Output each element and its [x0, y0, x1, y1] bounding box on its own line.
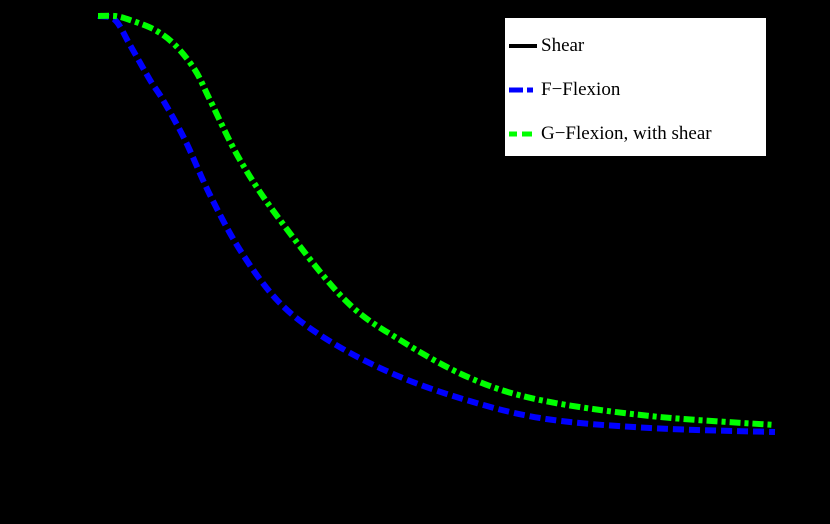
legend-item-f-flexion: F−Flexion: [509, 78, 620, 102]
legend-label: Shear: [541, 35, 585, 56]
dashed-line-icon: [509, 131, 537, 137]
legend: Shear F−Flexion G−Flexion, with shear: [504, 17, 767, 157]
f-flexion-line: [97, 13, 776, 435]
legend-item-g-flexion: G−Flexion, with shear: [509, 122, 712, 146]
solid-line-icon: [509, 44, 537, 48]
dashed-line-icon: [509, 87, 537, 93]
legend-item-shear: Shear: [509, 34, 584, 58]
legend-label: F−Flexion: [541, 79, 621, 100]
legend-label: G−Flexion, with shear: [541, 123, 712, 144]
g-flexion-line: [97, 12, 776, 428]
